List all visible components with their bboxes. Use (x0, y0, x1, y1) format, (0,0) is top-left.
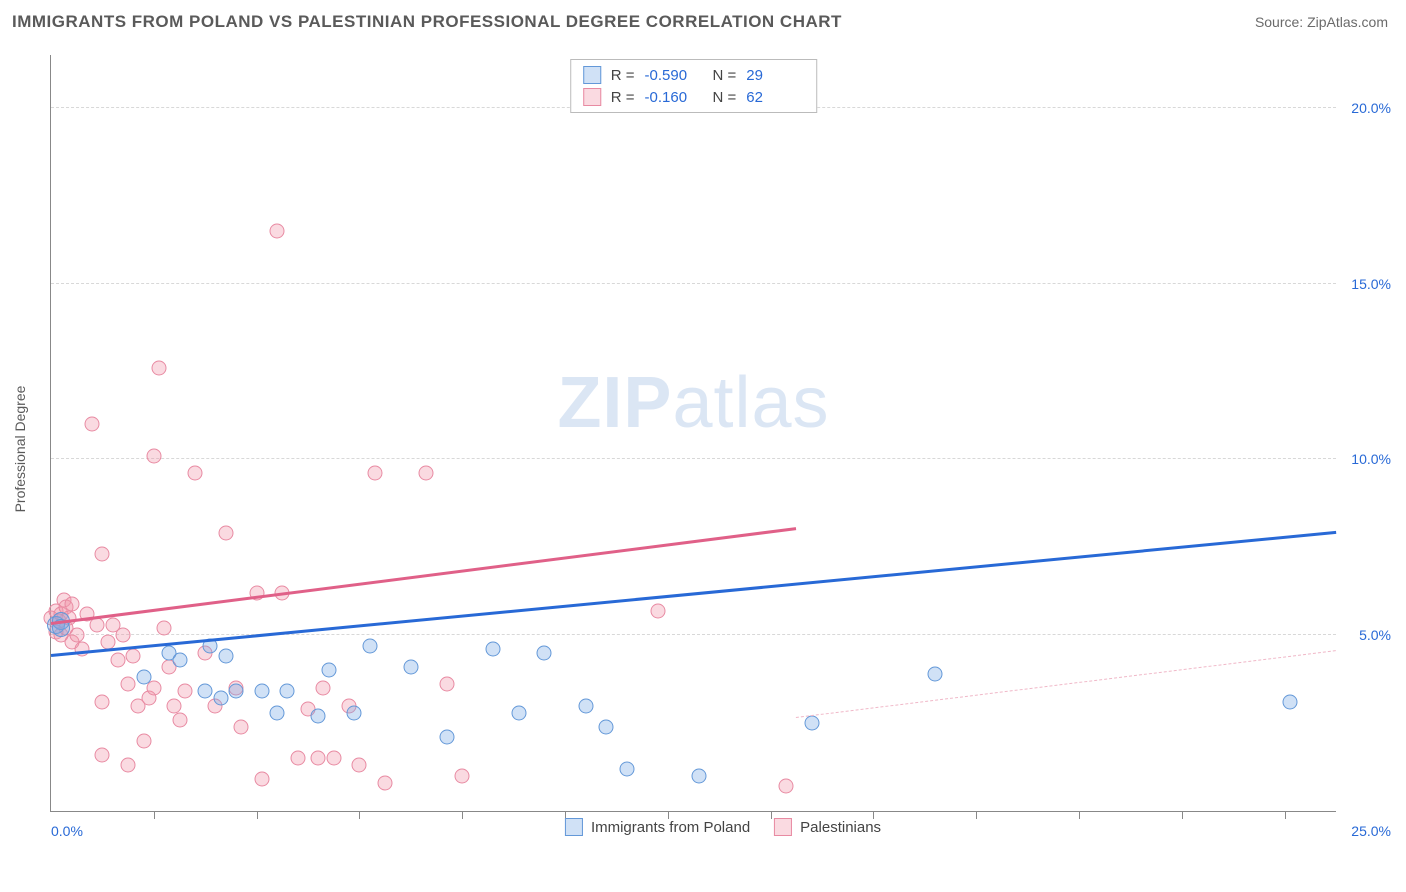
legend-item-poland: Immigrants from Poland (565, 818, 750, 836)
y-tick-label: 10.0% (1351, 451, 1391, 467)
chart-title: IMMIGRANTS FROM POLAND VS PALESTINIAN PR… (12, 12, 842, 32)
x-tick (257, 811, 258, 819)
scatter-point-palestinians (367, 466, 382, 481)
swatch-icon (774, 818, 792, 836)
scatter-point-poland (136, 670, 151, 685)
scatter-point-poland (928, 666, 943, 681)
plot-area: ZIPatlas R = -0.590 N = 29 R = -0.160 N … (50, 55, 1336, 812)
scatter-point-poland (691, 768, 706, 783)
scatter-point-poland (254, 684, 269, 699)
scatter-point-palestinians (146, 448, 161, 463)
scatter-point-palestinians (439, 677, 454, 692)
trend-line (51, 527, 797, 624)
x-tick (462, 811, 463, 819)
x-tick (1285, 811, 1286, 819)
scatter-point-palestinians (378, 775, 393, 790)
scatter-point-palestinians (115, 628, 130, 643)
scatter-point-palestinians (311, 751, 326, 766)
stats-row-poland: R = -0.590 N = 29 (583, 64, 805, 86)
scatter-point-poland (599, 719, 614, 734)
scatter-point-palestinians (254, 772, 269, 787)
legend-item-palestinians: Palestinians (774, 818, 881, 836)
scatter-point-poland (218, 649, 233, 664)
scatter-point-palestinians (85, 417, 100, 432)
scatter-point-poland (1282, 695, 1297, 710)
x-tick (154, 811, 155, 819)
x-tick (1182, 811, 1183, 819)
bottom-legend: Immigrants from Poland Palestinians (565, 818, 881, 836)
scatter-point-poland (280, 684, 295, 699)
scatter-point-palestinians (316, 680, 331, 695)
scatter-point-poland (403, 659, 418, 674)
scatter-point-palestinians (167, 698, 182, 713)
scatter-point-palestinians (95, 747, 110, 762)
scatter-point-palestinians (121, 677, 136, 692)
y-tick-label: 15.0% (1351, 276, 1391, 292)
scatter-point-poland (229, 684, 244, 699)
scatter-point-palestinians (326, 751, 341, 766)
trend-line (51, 531, 1336, 657)
scatter-point-palestinians (74, 642, 89, 657)
scatter-point-palestinians (234, 719, 249, 734)
scatter-point-palestinians (270, 223, 285, 238)
chart-container: Professional Degree ZIPatlas R = -0.590 … (50, 55, 1396, 842)
scatter-point-palestinians (95, 547, 110, 562)
scatter-point-palestinians (187, 466, 202, 481)
swatch-icon (583, 66, 601, 84)
scatter-point-poland (311, 709, 326, 724)
scatter-point-palestinians (136, 733, 151, 748)
gridline (51, 283, 1336, 284)
gridline (51, 458, 1336, 459)
scatter-point-palestinians (455, 768, 470, 783)
scatter-point-palestinians (151, 360, 166, 375)
scatter-point-poland (172, 652, 187, 667)
stats-row-palestinians: R = -0.160 N = 62 (583, 86, 805, 108)
scatter-point-poland (198, 684, 213, 699)
scatter-point-palestinians (157, 621, 172, 636)
scatter-point-poland (619, 761, 634, 776)
scatter-point-palestinians (419, 466, 434, 481)
watermark: ZIPatlas (557, 362, 829, 444)
scatter-point-palestinians (177, 684, 192, 699)
scatter-point-palestinians (218, 526, 233, 541)
scatter-point-palestinians (64, 596, 79, 611)
scatter-point-palestinians (90, 617, 105, 632)
scatter-point-poland (347, 705, 362, 720)
scatter-point-poland (578, 698, 593, 713)
scatter-point-palestinians (779, 779, 794, 794)
scatter-point-palestinians (110, 652, 125, 667)
scatter-point-poland (270, 705, 285, 720)
swatch-icon (565, 818, 583, 836)
scatter-point-palestinians (95, 695, 110, 710)
chart-header: IMMIGRANTS FROM POLAND VS PALESTINIAN PR… (0, 0, 1406, 40)
source-attribution: Source: ZipAtlas.com (1255, 14, 1388, 30)
x-tick (1079, 811, 1080, 819)
scatter-point-poland (439, 730, 454, 745)
scatter-point-poland (511, 705, 526, 720)
scatter-point-palestinians (290, 751, 305, 766)
trend-line (796, 650, 1336, 719)
stats-legend-box: R = -0.590 N = 29 R = -0.160 N = 62 (570, 59, 818, 113)
scatter-point-poland (362, 638, 377, 653)
swatch-icon (583, 88, 601, 106)
x-end-label: 25.0% (1351, 823, 1391, 839)
x-tick (359, 811, 360, 819)
scatter-point-palestinians (121, 758, 136, 773)
y-axis-label: Professional Degree (12, 385, 28, 512)
scatter-point-palestinians (69, 628, 84, 643)
scatter-point-poland (321, 663, 336, 678)
scatter-point-poland (537, 645, 552, 660)
scatter-point-palestinians (352, 758, 367, 773)
y-tick-label: 20.0% (1351, 100, 1391, 116)
scatter-point-palestinians (172, 712, 187, 727)
scatter-point-palestinians (126, 649, 141, 664)
y-tick-label: 5.0% (1359, 627, 1391, 643)
x-tick (976, 811, 977, 819)
scatter-point-poland (213, 691, 228, 706)
scatter-point-poland (486, 642, 501, 657)
x-origin-label: 0.0% (51, 823, 83, 839)
scatter-point-palestinians (650, 603, 665, 618)
